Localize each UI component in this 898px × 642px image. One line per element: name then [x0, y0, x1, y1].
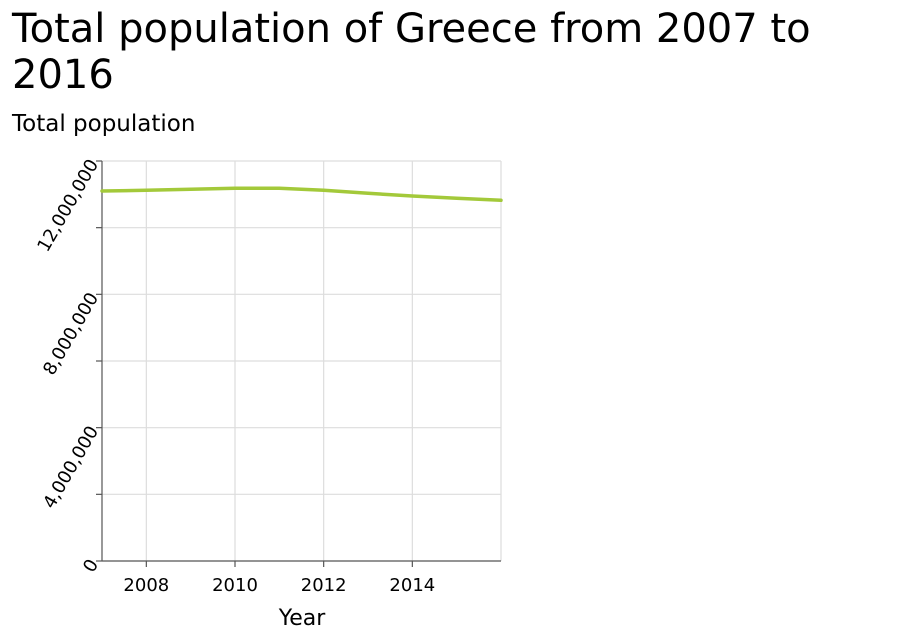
x-axis-title: Year [278, 606, 327, 631]
y-tick-label: 8,000,000 [39, 289, 103, 379]
x-tick-label: 2010 [212, 575, 258, 596]
x-tick-label: 2008 [123, 575, 169, 596]
y-axis-title: Total population [12, 111, 196, 137]
y-tick-label: 0 [79, 556, 103, 576]
series-line [100, 186, 503, 203]
y-tick-label: 4,000,000 [39, 422, 103, 512]
y-tick-label: 12,000,000 [33, 156, 103, 256]
x-tick-label: 2012 [301, 575, 347, 596]
axes [96, 160, 501, 567]
y-tick-labels: 0 4,000,000 8,000,000 12,000,000 [33, 156, 103, 576]
grid [102, 160, 502, 561]
series-layer [100, 186, 503, 203]
x-tick-labels: 2008 2010 2012 2014 [123, 575, 435, 596]
chart-title: Total population of Greece from 2007 to … [12, 6, 811, 98]
x-tick-label: 2014 [389, 575, 435, 596]
